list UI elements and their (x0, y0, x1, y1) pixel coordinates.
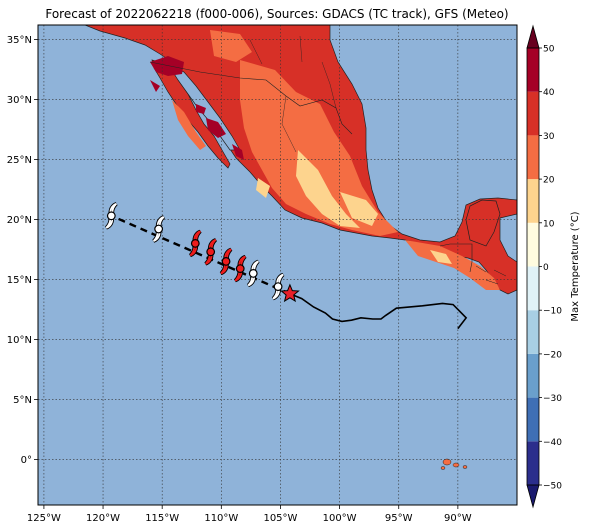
temperature-zone-40-50 (150, 80, 160, 92)
y-tick-label: 20°N (7, 215, 32, 226)
colorbar-tick-label: 50 (543, 45, 555, 55)
us-mexico-border (149, 61, 353, 135)
temperature-zone-20-30 (405, 240, 500, 290)
cyclone-symbol-icon (105, 202, 118, 230)
cyclone-symbol-icon (271, 272, 285, 301)
x-tick-label: 115°W (145, 513, 179, 524)
colorbar-band (527, 397, 539, 442)
colorbar-band (527, 91, 539, 136)
storm-history-track (289, 293, 468, 330)
temperature-zone-20-30 (210, 30, 252, 62)
temperature-zone-40-50 (150, 56, 184, 76)
colorbar-band (527, 310, 539, 354)
temperature-zone-20-30 (172, 100, 206, 150)
temperature-zone-10-20 (430, 250, 452, 264)
colorbar-tick-label: −20 (543, 350, 562, 360)
colorbar: 50 40 30 20 10 0 −10 −20 −30 −40 −50 Max Temperatur… (526, 24, 581, 509)
y-tick-label: 30°N (7, 95, 32, 106)
colorbar-tick-label: −10 (543, 307, 562, 317)
colorbar-tick-label: 0 (543, 263, 549, 273)
central-america-borders (475, 265, 507, 285)
colorbar-band (527, 441, 539, 485)
state-borders (249, 35, 337, 153)
cyclone-symbol-icon (246, 259, 260, 288)
galapagos-islands (440, 458, 468, 470)
y-tick-label: 25°N (7, 155, 32, 166)
colorbar-band (527, 353, 539, 398)
guatemala-border (439, 243, 473, 273)
temperature-zone-20-30 (240, 60, 398, 236)
colorbar-band (527, 222, 539, 267)
storm-forecast-track (110, 214, 291, 295)
x-tick-label: 110°W (204, 513, 238, 524)
x-tick-label: 125°W (27, 513, 61, 524)
colorbar-tick-label: 40 (543, 88, 555, 98)
y-tick-label: 10°N (7, 335, 32, 346)
colorbar-tick-label: 20 (543, 176, 555, 186)
yucatan-peninsula (465, 199, 501, 247)
x-tick-label: 90°W (444, 513, 472, 524)
y-axis: 35°N 30°N 25°N 20°N 15°N 10°N 5°N 0° (7, 35, 38, 466)
storm-track-layer (105, 202, 468, 330)
cyclone-symbol-icon (152, 215, 165, 243)
colorbar-band (527, 48, 539, 92)
y-tick-label: 5°N (13, 395, 32, 406)
colorbar-under-arrow (526, 484, 540, 509)
y-tick-label: 35°N (7, 35, 32, 46)
x-tick-label: 120°W (86, 513, 120, 524)
y-tick-label: 0° (21, 455, 32, 466)
colorbar-over-arrow (526, 24, 540, 49)
colorbar-tick-label: 30 (543, 132, 555, 142)
cyclone-symbol-icon (204, 238, 217, 266)
cyclone-symbol-icon (188, 229, 202, 258)
graticule-grid (38, 25, 517, 505)
temperature-zone-10-20 (340, 192, 378, 226)
caribbean-sea (499, 213, 517, 263)
temperature-zone-40-50 (232, 144, 244, 160)
x-tick-label: 105°W (263, 513, 297, 524)
current-position-star-icon (280, 283, 300, 303)
colorbar-band (527, 266, 539, 311)
colorbar-tick-label: 10 (543, 219, 555, 229)
x-axis: 125°W 120°W 115°W 110°W 105°W 100°W 95°W 90°W (27, 505, 472, 524)
colorbar-band (527, 135, 539, 180)
y-tick-label: 15°N (7, 275, 32, 286)
colorbar-tick-label: −30 (543, 394, 562, 404)
colorbar-tick-label: −50 (543, 482, 562, 492)
x-tick-label: 100°W (323, 513, 357, 524)
x-tick-label: 95°W (385, 513, 413, 524)
figure-title: Forecast of 2022062218 (f000-006), Sourc… (45, 7, 509, 21)
colorbar-band (527, 179, 539, 223)
colorbar-label: Max Temperature (°C) (570, 211, 581, 321)
temperature-zone-40-50 (206, 118, 226, 138)
temperature-zone-10-20 (296, 150, 360, 228)
colorbar-tick-label: −40 (543, 438, 562, 448)
cyclone-symbol-icon (219, 247, 233, 276)
temperature-zone-10-20 (256, 178, 270, 198)
temperature-zone-40-50 (196, 104, 206, 114)
cyclone-symbol-icon (233, 254, 247, 283)
map-frame (37, 24, 518, 506)
